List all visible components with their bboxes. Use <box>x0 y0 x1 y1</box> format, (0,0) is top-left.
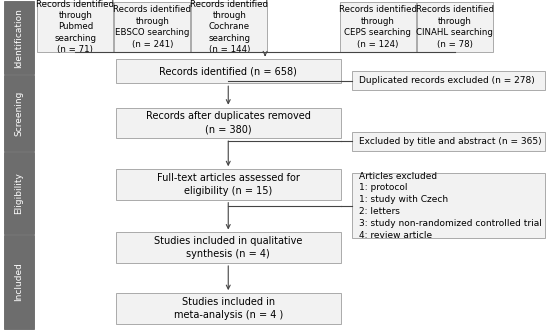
Text: Eligibility: Eligibility <box>14 172 24 214</box>
Text: Records identified (n = 658): Records identified (n = 658) <box>160 66 297 76</box>
FancyBboxPatch shape <box>4 1 34 74</box>
FancyBboxPatch shape <box>37 2 113 52</box>
Text: Studies included in
meta-analysis (n = 4 ): Studies included in meta-analysis (n = 4… <box>174 297 283 320</box>
Text: Studies included in qualitative
synthesis (n = 4): Studies included in qualitative synthesi… <box>154 236 302 259</box>
FancyBboxPatch shape <box>116 108 341 138</box>
FancyBboxPatch shape <box>352 132 544 151</box>
Text: Screening: Screening <box>14 90 24 136</box>
FancyBboxPatch shape <box>116 293 341 324</box>
FancyBboxPatch shape <box>352 173 544 238</box>
FancyBboxPatch shape <box>4 235 34 329</box>
Text: Records identified
through
CEPS searching
(n = 124): Records identified through CEPS searchin… <box>339 5 417 49</box>
Text: Articles excluded
1: protocol
1: study with Czech
2: letters
3: study non-random: Articles excluded 1: protocol 1: study w… <box>359 171 541 240</box>
FancyBboxPatch shape <box>340 2 416 52</box>
FancyBboxPatch shape <box>116 169 341 200</box>
Text: Excluded by title and abstract (n = 365): Excluded by title and abstract (n = 365) <box>359 137 541 146</box>
Text: Records after duplicates removed
(n = 380): Records after duplicates removed (n = 38… <box>146 112 311 134</box>
Text: Identification: Identification <box>14 8 24 68</box>
FancyBboxPatch shape <box>417 2 493 52</box>
Text: Records identified
through
CINAHL searching
(n = 78): Records identified through CINAHL search… <box>416 5 494 49</box>
Text: Full-text articles assessed for
eligibility (n = 15): Full-text articles assessed for eligibil… <box>157 173 300 196</box>
Text: Duplicated records excluded (n = 278): Duplicated records excluded (n = 278) <box>359 76 535 85</box>
FancyBboxPatch shape <box>352 71 544 90</box>
FancyBboxPatch shape <box>114 2 190 52</box>
Text: Records identified
through
Pubmed
searching
(n = 71): Records identified through Pubmed search… <box>36 0 114 54</box>
Text: Records identified
through
Cochrane
searching
(n = 144): Records identified through Cochrane sear… <box>190 0 268 54</box>
FancyBboxPatch shape <box>116 232 341 263</box>
FancyBboxPatch shape <box>4 152 34 234</box>
FancyBboxPatch shape <box>191 2 267 52</box>
Text: Included: Included <box>14 263 24 301</box>
FancyBboxPatch shape <box>4 75 34 151</box>
FancyBboxPatch shape <box>116 59 341 83</box>
Text: Records identified
through
EBSCO searching
(n = 241): Records identified through EBSCO searchi… <box>113 5 191 49</box>
